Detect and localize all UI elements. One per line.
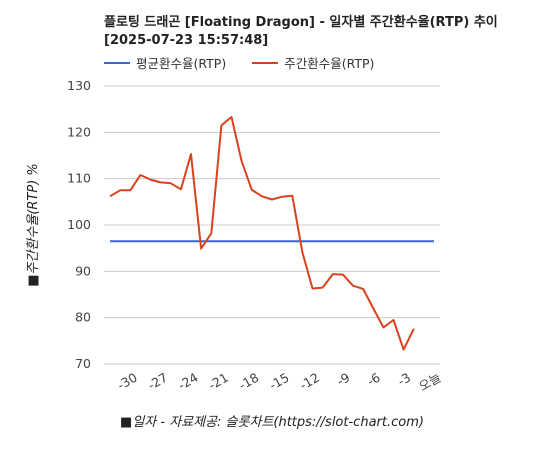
legend-swatch-average [104, 61, 130, 64]
x-tick-label: -30 [115, 370, 140, 393]
x-tick-label: -27 [145, 370, 170, 393]
chart-title: 플로팅 드래곤 [Floating Dragon] - 일자별 주간환수율(RT… [104, 14, 498, 50]
y-tick-label: 70 [75, 356, 91, 371]
legend-label-average: 평균환수율(RTP) [136, 56, 227, 71]
grid-layer [104, 85, 440, 365]
y-tick-label: 130 [67, 78, 91, 93]
y-tick-label: 120 [67, 124, 91, 139]
legend-label-weekly: 주간환수율(RTP) [284, 56, 375, 71]
x-tick-label: -3 [395, 370, 413, 389]
x-tick-label: -9 [334, 370, 352, 389]
x-tick-label: -12 [297, 370, 322, 393]
x-axis-title: ■일자 - 자료제공: 슬롯차트(https://slot-chart.com) [120, 415, 424, 430]
series-layer [109, 116, 434, 351]
x-tick-labels: -30 -27 -24 -21 -18 -15 -12 -9 -6 -3 오늘 [115, 370, 444, 395]
x-tick-label: -6 [364, 370, 382, 389]
legend-item-weekly[interactable]: 주간환수율(RTP) [252, 53, 374, 72]
y-tick-labels: 70 80 90 100 110 120 130 [67, 78, 91, 371]
x-tick-label: -21 [206, 370, 231, 393]
chart-title-line2: [2025-07-23 15:57:48] [104, 33, 269, 48]
x-tick-label: 오늘 [416, 370, 443, 394]
y-tick-label: 90 [75, 263, 91, 278]
y-tick-label: 100 [67, 217, 91, 232]
x-tick-label: -18 [236, 370, 261, 393]
x-tick-label: -24 [175, 370, 200, 393]
series-line-1 [109, 116, 415, 351]
y-axis-title: ■주간환수율(RTP) % [26, 163, 41, 287]
legend-item-average[interactable]: 평균환수율(RTP) [104, 53, 226, 72]
y-tick-label: 110 [67, 171, 91, 186]
x-tick-label: -15 [266, 370, 291, 393]
legend-swatch-weekly [252, 61, 279, 64]
chart-title-line1: 플로팅 드래곤 [Floating Dragon] - 일자별 주간환수율(RT… [104, 15, 498, 30]
y-tick-label: 80 [75, 310, 91, 325]
legend: 평균환수율(RTP) 주간환수율(RTP) [104, 53, 400, 72]
